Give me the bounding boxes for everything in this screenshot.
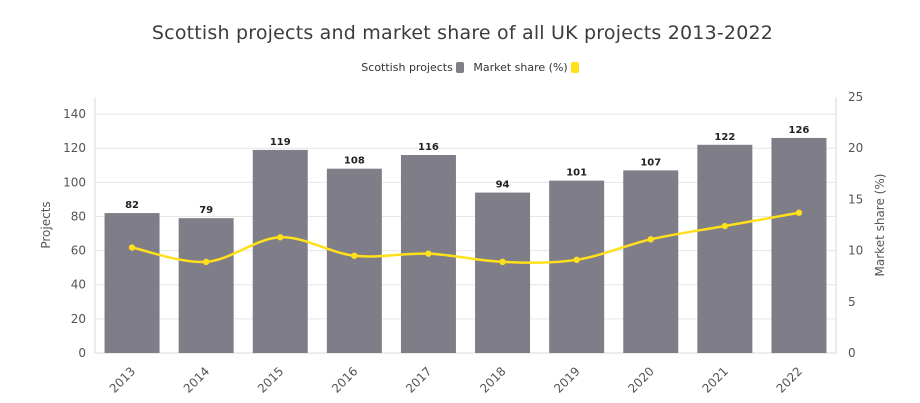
market-share-point — [128, 244, 136, 251]
legend-item-market-share[interactable]: Market share (%) — [473, 61, 579, 74]
market-share-point — [721, 222, 729, 230]
x-tick-label: 2021 — [699, 364, 730, 395]
market-share-point — [573, 256, 580, 264]
chart-title: Scottish projects and market share of al… — [151, 22, 774, 44]
bar — [104, 213, 160, 353]
bar-value-label: 108 — [344, 156, 365, 167]
x-tick-label: 2013 — [107, 364, 138, 395]
y2-tick-label: 10 — [848, 244, 863, 258]
legend-swatch-bar — [455, 62, 464, 73]
bar-value-label: 94 — [496, 180, 510, 191]
bar — [549, 180, 605, 353]
market-share-point — [202, 258, 210, 266]
legend-swatch-line — [570, 62, 579, 73]
bar-value-label: 126 — [789, 125, 810, 136]
market-share-point — [351, 252, 358, 259]
x-tick-label: 2022 — [774, 364, 805, 395]
market-share-point — [795, 209, 803, 216]
y-tick-label: 140 — [63, 107, 86, 121]
y2-tick-label: 5 — [848, 295, 856, 309]
x-tick-label: 2016 — [329, 364, 360, 395]
bar — [697, 144, 753, 353]
market-share-point — [277, 234, 284, 241]
bar — [623, 170, 679, 353]
x-tick-label: 2015 — [255, 364, 286, 395]
x-tick-label: 2018 — [477, 364, 508, 395]
bar-value-label: 116 — [418, 142, 439, 153]
y2-tick-label: 20 — [848, 141, 863, 155]
y2-tick-label: 0 — [848, 346, 856, 360]
bar-value-label: 101 — [566, 168, 587, 179]
y-tick-label: 120 — [63, 141, 86, 155]
x-tick-label: 2020 — [625, 364, 656, 395]
bar-value-label: 82 — [125, 200, 139, 211]
y-tick-label: 40 — [71, 278, 86, 292]
bar-value-label: 79 — [199, 205, 213, 216]
legend-item-scottish-projects[interactable]: Scottish projects — [361, 61, 464, 74]
legend-label-market-share: Market share (%) — [473, 61, 568, 74]
bar — [252, 149, 308, 353]
market-share-line — [131, 211, 800, 264]
y2-tick-label: 25 — [848, 90, 863, 104]
y-tick-label: 0 — [78, 346, 86, 360]
bar — [178, 218, 234, 353]
bar — [475, 192, 531, 353]
y-tick-label: 80 — [71, 209, 86, 223]
y-tick-label: 100 — [63, 175, 86, 189]
x-tick-label: 2019 — [551, 364, 582, 395]
y2-axis-title: Market share (%) — [873, 174, 887, 277]
bar — [771, 137, 827, 353]
y-tick-label: 60 — [71, 244, 86, 258]
y-tick-label: 20 — [71, 312, 86, 326]
legend: Scottish projects Market share (%) — [0, 61, 920, 74]
market-share-point — [425, 250, 432, 257]
x-tick-label: 2017 — [403, 364, 434, 395]
bar-value-label: 122 — [714, 132, 735, 143]
bar-value-label: 107 — [640, 157, 661, 168]
y-axis-title: Projects — [39, 201, 53, 248]
y2-tick-label: 15 — [848, 192, 863, 206]
x-tick-label: 2014 — [181, 364, 212, 395]
legend-label-scottish-projects: Scottish projects — [361, 61, 453, 74]
bar-value-label: 119 — [270, 137, 291, 148]
market-share-point — [499, 258, 506, 266]
bar — [326, 168, 382, 353]
market-share-point — [647, 236, 654, 243]
